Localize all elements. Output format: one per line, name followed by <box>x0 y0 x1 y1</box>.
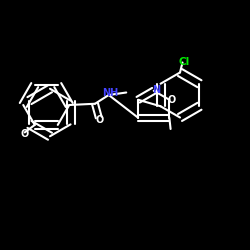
Text: Cl: Cl <box>179 57 190 67</box>
Text: N: N <box>152 84 160 94</box>
Text: NH: NH <box>102 88 118 98</box>
Text: O: O <box>168 95 176 105</box>
Text: O: O <box>20 129 28 139</box>
Text: O: O <box>96 114 104 124</box>
